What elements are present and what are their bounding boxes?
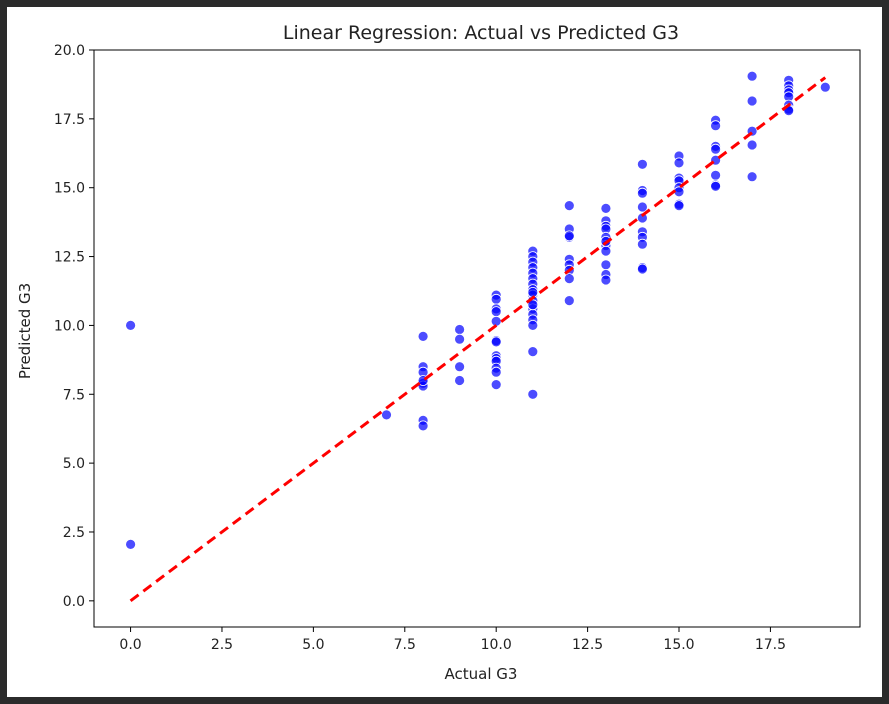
data-point: [637, 201, 648, 213]
data-point: [710, 180, 721, 192]
data-point: [563, 273, 575, 285]
y-tick-label: 2.5: [63, 525, 85, 541]
data-point: [454, 375, 466, 386]
data-point: [600, 245, 612, 257]
data-point: [563, 200, 575, 212]
data-point: [600, 259, 612, 271]
data-point: [490, 336, 502, 348]
data-point: [563, 295, 575, 307]
data-point: [527, 299, 539, 311]
data-point: [637, 158, 648, 170]
x-tick-label: 10.0: [481, 637, 512, 653]
data-point: [637, 263, 648, 275]
data-point: [527, 346, 539, 358]
reference-line: [129, 76, 827, 603]
y-tick-label: 15.0: [54, 181, 85, 197]
data-point: [454, 333, 466, 345]
x-tick-label: 2.5: [211, 637, 233, 653]
y-axis-label: Predicted G3: [16, 283, 34, 379]
data-point: [381, 409, 392, 421]
data-point: [490, 293, 502, 305]
data-point: [490, 366, 502, 378]
y-tick-label: 7.5: [63, 387, 85, 403]
data-point: [600, 202, 612, 214]
y-tick-label: 17.5: [54, 112, 85, 128]
x-tick-label: 7.5: [394, 637, 416, 653]
data-point: [527, 286, 539, 298]
y-tick-label: 10.0: [54, 318, 85, 334]
data-point: [454, 361, 466, 373]
data-point: [746, 171, 758, 183]
y-tick-label: 20.0: [54, 43, 85, 59]
data-point: [637, 212, 648, 224]
data-point: [710, 143, 721, 155]
data-point: [490, 379, 502, 391]
x-tick-label: 12.5: [572, 637, 603, 653]
data-point: [710, 169, 721, 181]
y-tick-label: 12.5: [54, 250, 85, 266]
data-point: [125, 319, 136, 331]
x-tick-label: 17.5: [755, 637, 786, 653]
axes: 0.0 2.5 5.0 7.5 10.0 12.5 15.0 17.5 0.0 2.5 5.0 7.5…: [54, 43, 861, 653]
data-point: [600, 274, 612, 286]
data-point: [746, 95, 758, 107]
data-point: [454, 324, 466, 335]
data-point: [527, 388, 539, 400]
data-point: [746, 139, 758, 151]
figure: Linear Regression: Actual vs Predicted G…: [7, 7, 882, 697]
data-point: [125, 539, 136, 550]
data-point: [417, 330, 429, 342]
data-point: [637, 238, 648, 250]
data-point: [527, 319, 539, 331]
data-point: [563, 230, 575, 242]
data-point: [673, 157, 685, 169]
chart-title: Linear Regression: Actual vs Predicted G…: [283, 22, 679, 44]
data-point: [710, 120, 721, 132]
data-point: [490, 306, 502, 318]
data-point: [417, 420, 429, 432]
scatter-chart: Linear Regression: Actual vs Predicted G…: [16, 22, 861, 683]
data-point: [673, 200, 685, 212]
x-tick-label: 15.0: [663, 637, 694, 653]
y-tick-label: 5.0: [63, 456, 85, 472]
x-tick-label: 5.0: [302, 637, 324, 653]
data-point: [490, 315, 502, 327]
plot-frame: [93, 49, 861, 628]
y-tick-label: 0.0: [63, 594, 85, 610]
data-point: [637, 187, 648, 199]
x-axis-label: Actual G3: [445, 665, 518, 683]
plot-area: [125, 70, 831, 603]
data-point: [746, 70, 758, 82]
x-tick-label: 0.0: [119, 637, 141, 653]
data-point: [819, 81, 831, 93]
